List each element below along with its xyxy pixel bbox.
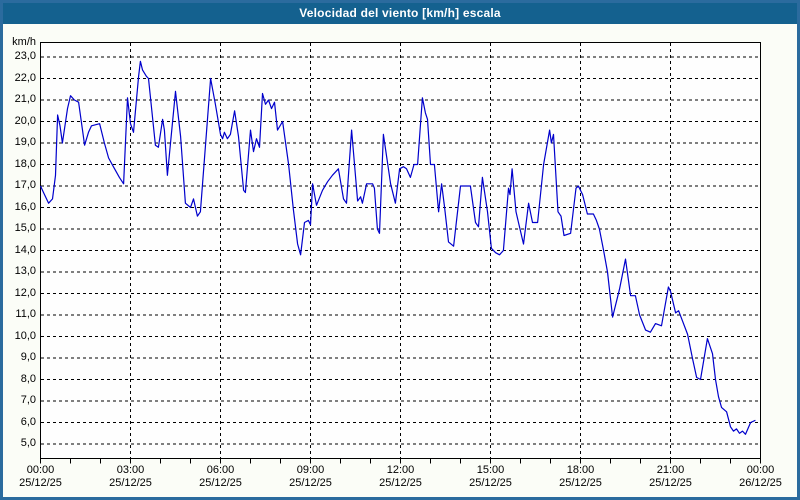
y-tick-label: 5,0 — [20, 437, 36, 449]
x-tick-label: 12:00 25/12/25 — [379, 464, 422, 489]
x-tick-label: 06:00 25/12/25 — [199, 464, 242, 489]
x-tick-label: 18:00 25/12/25 — [559, 464, 602, 489]
x-tick-label: 09:00 25/12/25 — [289, 464, 332, 489]
y-tick-label: 21,0 — [14, 93, 36, 105]
y-tick-label: 6,0 — [20, 415, 36, 428]
y-tick-label: 9,0 — [20, 351, 36, 363]
chart-title-bar: Velocidad del viento [km/h] escala — [3, 3, 797, 24]
y-tick-label: 15,0 — [14, 222, 36, 234]
y-tick-label: 12,0 — [14, 286, 36, 299]
y-axis-unit-label: km/h — [12, 36, 36, 48]
y-tick-label: 18,0 — [14, 157, 36, 170]
y-tick-label: 17,0 — [14, 179, 36, 191]
x-tick-label: 00:00 26/12/25 — [739, 464, 782, 489]
y-tick-label: 23,0 — [14, 50, 36, 62]
y-tick-label: 22,0 — [14, 71, 36, 84]
y-tick-label: 8,0 — [20, 372, 36, 385]
y-tick-label: 10,0 — [14, 329, 36, 342]
y-tick-label: 14,0 — [14, 243, 36, 256]
y-tick-label: 13,0 — [14, 265, 36, 277]
y-tick-label: 19,0 — [14, 136, 36, 148]
y-tick-label: 11,0 — [15, 308, 36, 320]
y-tick-label: 20,0 — [14, 114, 36, 127]
x-tick-label: 15:00 25/12/25 — [469, 464, 512, 489]
chart-title: Velocidad del viento [km/h] escala — [299, 6, 501, 20]
wind-speed-line-plot — [39, 42, 761, 464]
x-tick-label: 03:00 25/12/25 — [109, 464, 152, 489]
data-series-line — [39, 60, 756, 435]
y-tick-label: 16,0 — [14, 200, 36, 213]
x-tick-label: 21:00 25/12/25 — [649, 464, 692, 489]
x-tick-label: 00:00 25/12/25 — [19, 464, 62, 489]
y-tick-label: 7,0 — [20, 394, 36, 406]
